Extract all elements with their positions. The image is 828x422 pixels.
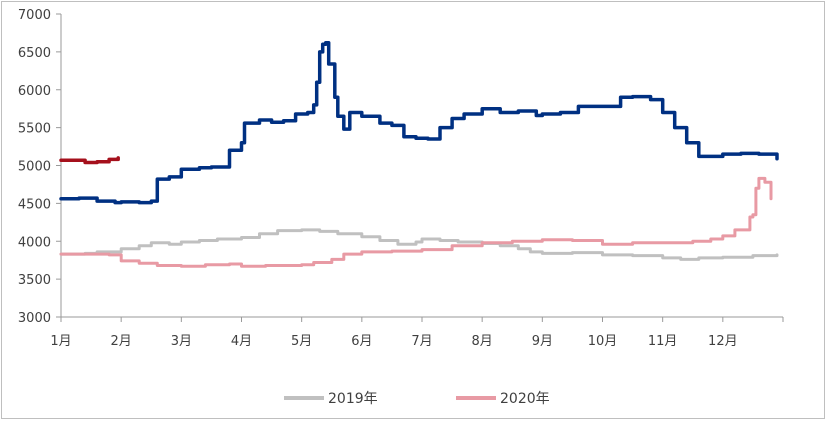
x-tick-label: 9月 xyxy=(532,334,553,349)
x-tick-label: 11月 xyxy=(648,334,678,349)
y-tick-label: 4500 xyxy=(18,197,51,212)
x-tick-label: 10月 xyxy=(588,334,618,349)
series-line-3 xyxy=(59,156,120,165)
y-tick-label: 5500 xyxy=(18,122,51,137)
y-tick-label: 4000 xyxy=(18,235,51,250)
x-tick-label: 3月 xyxy=(171,334,192,349)
y-tick-label: 7000 xyxy=(18,8,51,23)
y-tick-label: 6000 xyxy=(18,84,51,99)
x-tick-label: 1月 xyxy=(50,334,71,349)
series-line-2 xyxy=(59,41,779,205)
axes: 7000 6500 6000 5500 5000 4500 4000 3500 3000 1月 2月… xyxy=(18,8,784,349)
x-tick-label: 7月 xyxy=(411,334,432,349)
series-layer xyxy=(59,41,779,268)
y-tick-label: 5000 xyxy=(18,160,51,175)
legend-label: 2019年 xyxy=(328,391,378,407)
x-tick-label: 4月 xyxy=(231,334,252,349)
y-tick-label: 3000 xyxy=(18,311,51,326)
legend-label: 2020年 xyxy=(500,391,550,407)
x-tick-label: 6月 xyxy=(351,334,372,349)
x-tick-label: 5月 xyxy=(291,334,312,349)
series-line-1 xyxy=(59,176,773,268)
y-tick-label: 6500 xyxy=(18,46,51,61)
series-line-0 xyxy=(59,228,779,261)
y-tick-label: 3500 xyxy=(18,273,51,288)
x-tick-label: 2月 xyxy=(111,334,132,349)
legend: 2019年 2020年 xyxy=(284,391,550,407)
x-tick-label: 12月 xyxy=(708,334,738,349)
x-tick-label: 8月 xyxy=(472,334,493,349)
